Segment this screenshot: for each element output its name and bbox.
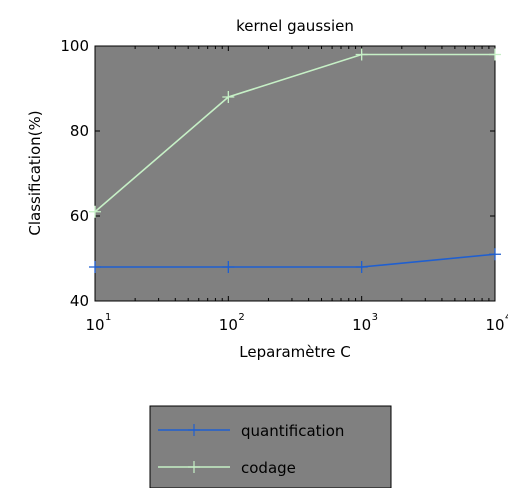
x-tick-exponent: 3 [372,312,378,323]
x-tick-label: 10 [85,316,104,334]
y-tick-label: 60 [70,207,89,225]
x-tick-exponent: 1 [105,312,111,323]
legend-marker-codage [188,461,200,473]
series-line-codage [94,53,495,213]
x-axis-label: Leparamètre C [239,343,350,361]
data-point-quantification [222,261,235,273]
legend-marker-quantification [188,424,200,436]
data-point-codage [489,48,501,61]
x-tick-label: 10 [485,316,504,334]
data-point-codage [89,205,101,218]
x-tick-exponent: 2 [238,312,244,323]
y-tick-label: 100 [60,37,89,55]
y-tick-label: 40 [70,292,89,310]
y-tick-labels: 40 60 80 100 [60,37,89,310]
data-point-codage [355,48,368,61]
data-point-quantification [89,261,101,273]
y-axis-label: Classification(%) [26,110,44,235]
series-layer [89,48,501,273]
legend-box [149,405,392,488]
data-point-quantification [355,261,368,273]
data-point-quantification [489,248,501,261]
legend-label-quantification: quantification [241,422,344,440]
chart-title: kernel gaussien [236,17,354,35]
x-tick-label: 10 [352,316,371,334]
x-tick-label: 10 [219,316,238,334]
x-tick-exponent: 4 [505,312,508,323]
legend: quantification codage [149,405,392,488]
plot-area [94,45,496,302]
data-point-codage [222,91,235,103]
series-line-quantification [95,253,496,268]
y-tick-label: 80 [70,122,89,140]
legend-label-codage: codage [241,459,296,477]
